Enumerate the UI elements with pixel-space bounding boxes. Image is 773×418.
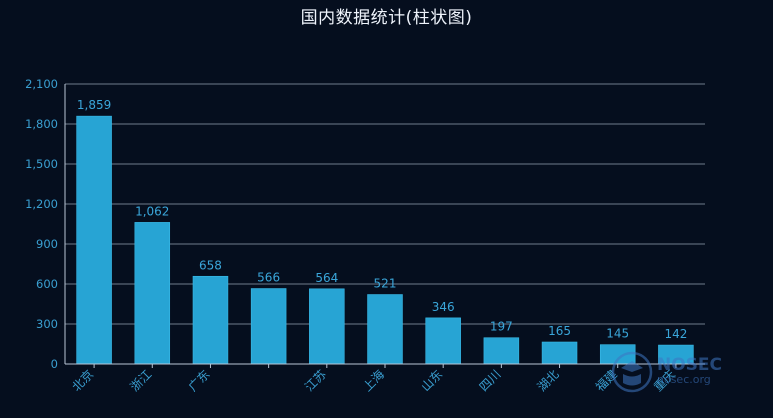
chart-title: 国内数据统计(柱状图) <box>300 8 473 28</box>
bar <box>76 115 112 365</box>
y-tick-label: 900 <box>36 237 58 251</box>
x-tick-label: 北京 <box>69 367 96 394</box>
bar <box>541 341 578 365</box>
bar <box>192 275 229 365</box>
data-label: 1,062 <box>135 204 169 218</box>
data-label: 658 <box>199 258 222 272</box>
y-tick-label: 0 <box>51 357 58 371</box>
data-label: 346 <box>432 300 455 314</box>
x-tick-label: 湖北 <box>534 367 562 395</box>
data-label: 197 <box>490 320 513 334</box>
y-tick-label: 1,200 <box>25 197 58 211</box>
bar <box>134 222 171 365</box>
data-label: 564 <box>315 271 338 285</box>
data-label-layer: 1,859 1,062 658 566 564 521 346 197 165 145 142 <box>77 98 687 341</box>
bar-layer <box>76 115 694 365</box>
y-tick-label: 2,100 <box>25 77 58 91</box>
bar <box>425 317 461 365</box>
data-label: 145 <box>606 327 629 341</box>
x-tick-label: 浙江 <box>128 367 155 394</box>
x-tick-label: 江苏 <box>302 367 329 394</box>
data-label: 566 <box>257 271 280 285</box>
watermark: NOSEC nosec.org <box>610 345 735 400</box>
x-tick-label: 山东 <box>418 367 445 394</box>
y-tick-label: 1,500 <box>25 157 58 171</box>
data-label: 142 <box>664 327 687 341</box>
x-tick-label: 广东 <box>186 367 213 394</box>
x-tick-label: 上海 <box>360 367 388 395</box>
y-tick-label: 300 <box>36 317 58 331</box>
y-tick-label: 600 <box>36 277 58 291</box>
bar <box>483 337 520 365</box>
bar <box>250 288 287 365</box>
data-label: 1,859 <box>77 98 111 112</box>
data-label: 165 <box>548 324 571 338</box>
data-label: 521 <box>374 277 397 291</box>
watermark-name: NOSEC <box>657 355 723 375</box>
bar <box>367 294 403 365</box>
bar <box>309 288 345 365</box>
x-tick-label: 四川 <box>477 367 504 394</box>
watermark-site: nosec.org <box>657 373 711 386</box>
watermark-logo-icon <box>611 351 653 393</box>
y-tick-label: 1,800 <box>25 117 58 131</box>
